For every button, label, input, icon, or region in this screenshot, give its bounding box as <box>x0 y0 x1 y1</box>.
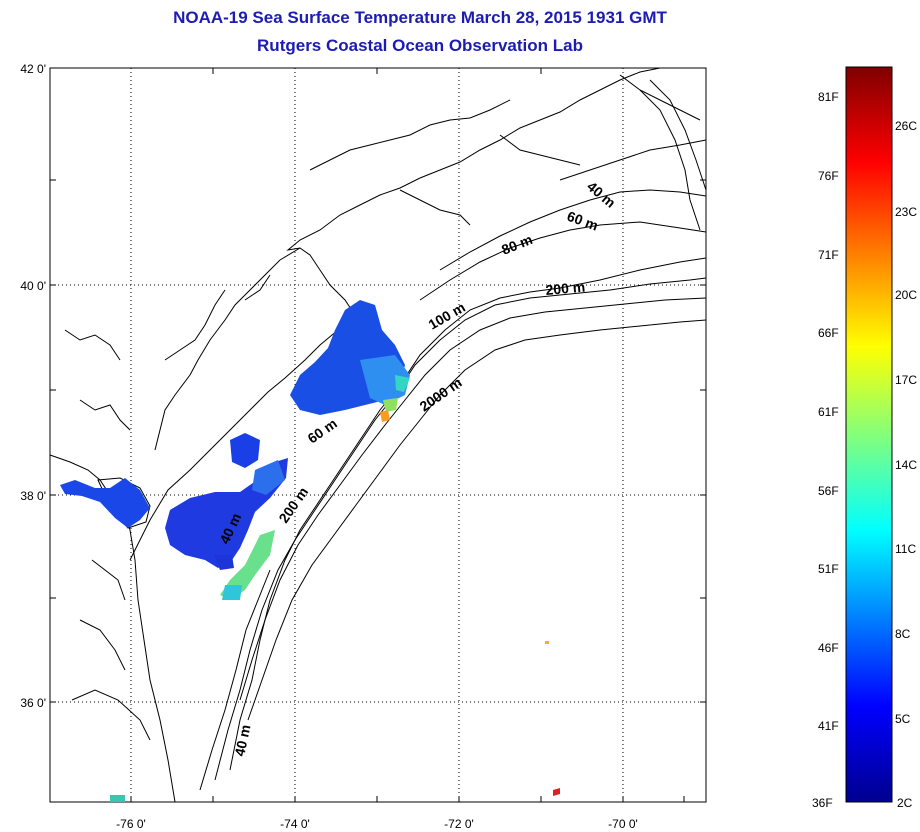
cb-f-71: 71F <box>818 248 839 262</box>
cb-c-14: 14C <box>895 458 917 472</box>
lat-label-36: 36 0' <box>20 696 46 710</box>
cb-c-5: 5C <box>895 712 911 726</box>
sst-patch-south-edge <box>110 795 125 802</box>
cb-f-41: 41F <box>818 719 839 733</box>
cb-c-2: 2C <box>897 796 913 810</box>
map-title: NOAA-19 Sea Surface Temperature March 28… <box>173 8 667 27</box>
contour-label-200m-north: 200 m <box>545 279 586 298</box>
lat-label-38: 38 0' <box>20 489 46 503</box>
sst-patch-chesapeake-bay <box>60 478 150 528</box>
map-subtitle: Rutgers Coastal Ocean Observation Lab <box>257 36 583 55</box>
cb-c-26: 26C <box>895 119 917 133</box>
sst-patch-shelf-edge <box>395 375 410 392</box>
sst-patch-delmarva-offshore <box>252 460 285 495</box>
cb-f-56: 56F <box>818 484 839 498</box>
cb-f-66: 66F <box>818 326 839 340</box>
lon-label-76: -76 0' <box>116 817 146 831</box>
colorbar-celsius-ticks: 26C 23C 20C 17C 14C 11C 8C 5C 2C <box>895 119 917 810</box>
sst-patch-shelf-warm <box>360 355 410 405</box>
cb-c-17: 17C <box>895 373 917 387</box>
cb-c-11: 11C <box>895 542 916 556</box>
sst-patch-coastal <box>214 555 234 570</box>
sst-patch-hot-spot <box>380 410 390 422</box>
longitude-labels: -76 0' -74 0' -72 0' -70 0' <box>116 817 638 831</box>
cb-f-61: 61F <box>818 405 839 419</box>
cb-f-76: 76F <box>818 169 839 183</box>
cb-f-36: 36F <box>812 796 833 810</box>
colorbar-fahrenheit-ticks: 81F 76F 71F 66F 61F 56F 51F 46F 41F 36F <box>812 90 839 810</box>
cb-c-23: 23C <box>895 205 917 219</box>
sst-patch-offshore-dot <box>545 641 549 644</box>
lat-label-40: 40 0' <box>20 279 46 293</box>
cb-f-46: 46F <box>818 641 839 655</box>
sst-patch-offshore-red <box>553 788 560 796</box>
sst-patch-southern-shelf <box>222 585 242 600</box>
coastline <box>49 67 701 803</box>
cb-c-20: 20C <box>895 288 917 302</box>
lon-label-74: -74 0' <box>280 817 310 831</box>
lon-label-70: -70 0' <box>608 817 638 831</box>
map-frame <box>49 67 707 803</box>
cb-c-8: 8C <box>895 627 911 641</box>
lat-label-42: 42 0' <box>20 62 46 76</box>
sst-patch-shelf-edge-warm <box>383 398 398 412</box>
cb-f-51: 51F <box>818 562 839 576</box>
lon-label-72: -72 0' <box>444 817 474 831</box>
graticule <box>50 68 706 802</box>
sst-data <box>60 300 560 802</box>
contour-label-40m-south: 40 m <box>231 723 253 758</box>
tick-marks <box>50 68 706 802</box>
cb-f-81: 81F <box>818 90 839 104</box>
latitude-labels: 42 0' 40 0' 38 0' 36 0' <box>20 62 46 710</box>
sst-patch-gulf-stream-edge <box>220 530 275 600</box>
sst-patch-delaware-bay <box>230 433 260 468</box>
colorbar-gradient <box>845 66 893 803</box>
